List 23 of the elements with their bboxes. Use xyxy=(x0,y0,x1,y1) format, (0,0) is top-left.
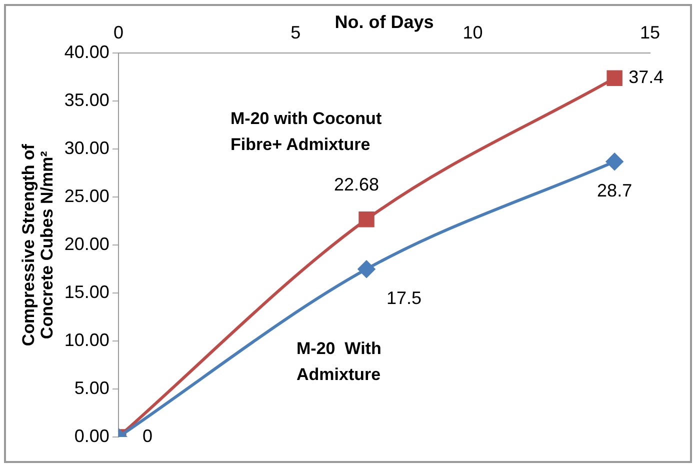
x-tick-label: 5 xyxy=(290,22,301,42)
y-tick-label: 10.00 xyxy=(64,330,110,350)
y-tick-label: 15.00 xyxy=(64,282,110,302)
data-label: 22.68 xyxy=(334,174,380,194)
y-tick-label: 25.00 xyxy=(64,186,110,206)
y-tick-label: 30.00 xyxy=(64,138,110,158)
text: M-20 with Coconut Fibre+ Admixture xyxy=(230,109,382,154)
y-axis-title: Compressive Strength of Concrete Cubes N/mm² xyxy=(19,144,57,346)
x-axis-title: No. of Days xyxy=(334,12,434,32)
data-label: 28.7 xyxy=(597,180,632,201)
data-label: 37.4 xyxy=(628,67,664,88)
y-tick-label: 40.00 xyxy=(64,42,110,62)
y-tick-label: 35.00 xyxy=(64,90,110,110)
y-tick-label: 0.00 xyxy=(74,426,110,446)
y-tick-label: 20.00 xyxy=(64,234,110,254)
point xyxy=(606,70,622,86)
series-label: M-20 With Admixture xyxy=(296,338,382,384)
data-label: 17.5 xyxy=(386,288,422,308)
data-label: 0 xyxy=(142,426,152,446)
x-tick-label: 0 xyxy=(113,22,124,42)
x-tick-label: 15 xyxy=(640,22,660,42)
y-tick-label: 5.00 xyxy=(74,378,110,398)
x-tick-label: 10 xyxy=(462,22,483,42)
